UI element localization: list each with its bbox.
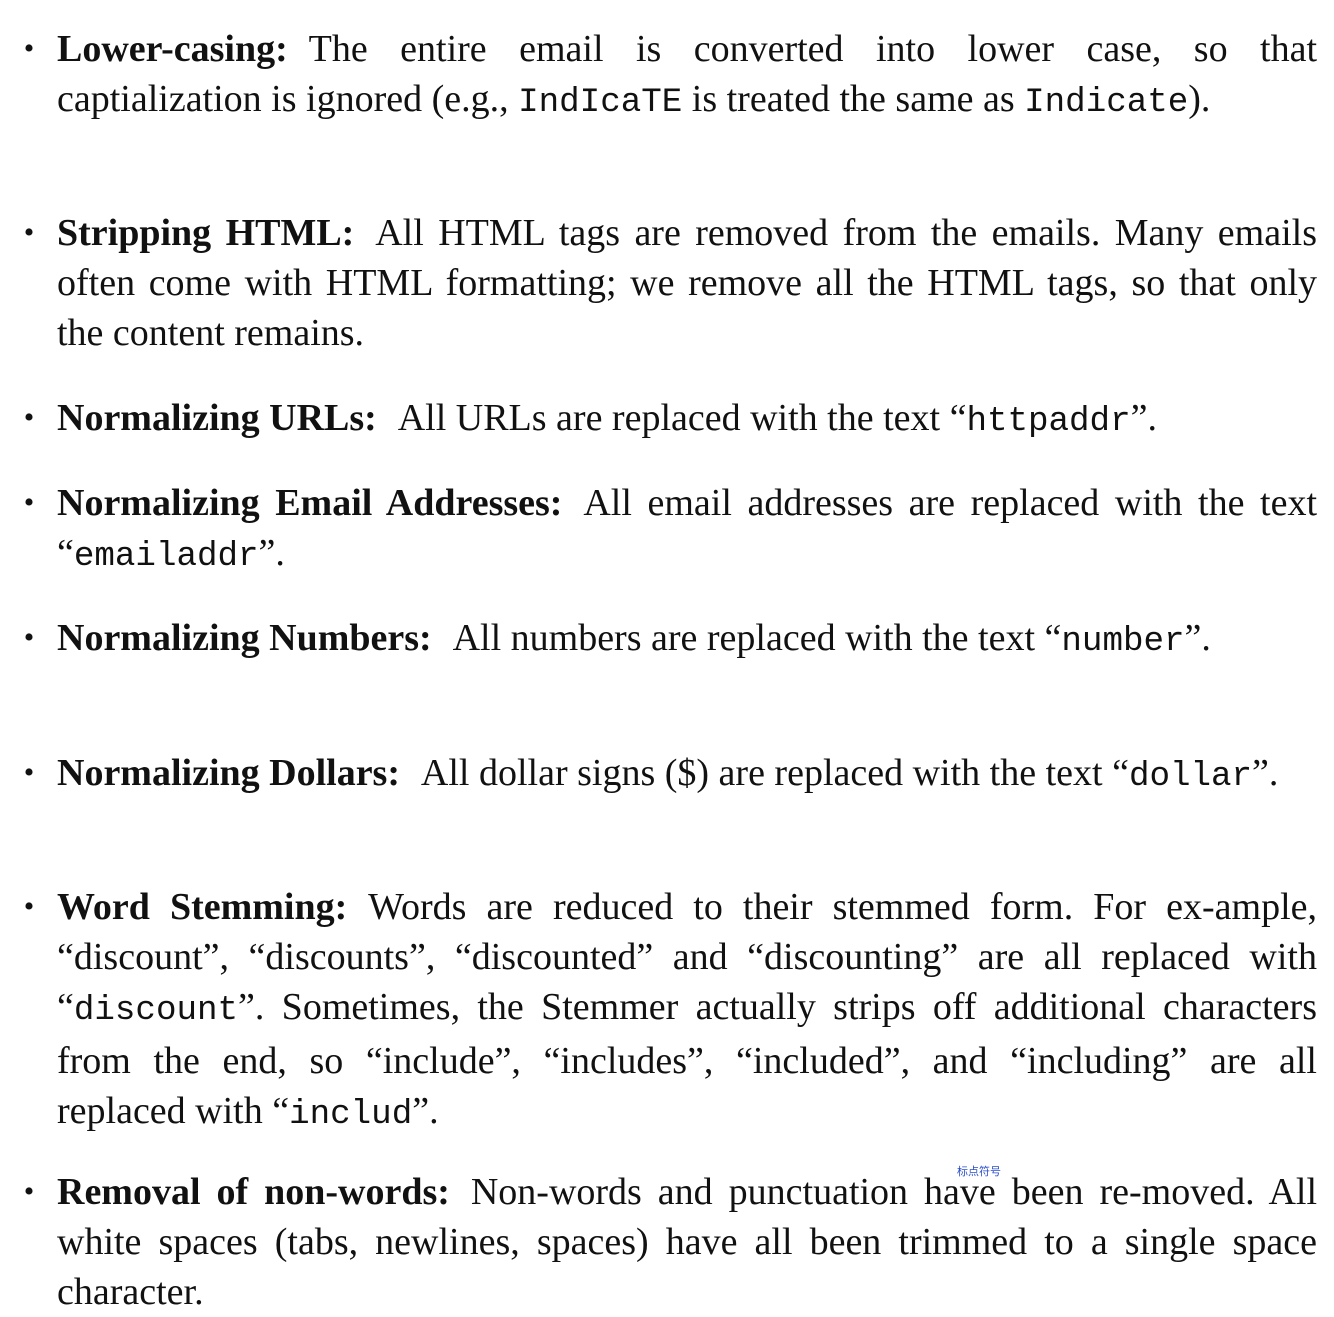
item-text: All email addresses are replaced with th… [57,482,1317,574]
item-text: All URLs are replaced with the text “ [397,397,967,439]
item-text: is treated the same as [682,78,1025,120]
code-term: emailaddr [73,538,259,576]
code-term: httpaddr [966,403,1131,441]
item-heading: Word Stemming: [57,886,348,928]
item-text: All HTML tags are removed from the email… [57,212,1317,354]
item-text: ”. [412,1090,439,1132]
bullet-icon [19,478,39,528]
code-term: discount [73,992,239,1030]
list-item-word-stemming: Word Stemming:Words are reduced to their… [57,882,1317,1140]
item-heading: Lower-casing: [57,28,288,70]
item-heading: Normalizing Numbers: [57,617,432,659]
item-heading: Normalizing Email Addresses: [57,482,563,524]
bullet-icon [19,882,39,932]
bullet-icon [19,208,39,258]
list-item-normalizing-urls: Normalizing URLs: All URLs are replaced w… [57,393,1317,447]
bullet-icon [19,393,39,443]
code-term: IndIcaTE [518,84,683,122]
code-term: number [1061,623,1185,661]
code-term: includ [289,1096,413,1134]
bullet-icon [19,24,39,74]
list-item-normalizing-email-addresses: Normalizing Email Addresses:All email ad… [57,478,1317,582]
item-text: ”. [1184,617,1211,659]
code-term: dollar [1128,758,1253,796]
item-text: All dollar signs ($) are replaced with t… [420,752,1129,794]
item-text: ”. Sometimes, the Stemmer actually strip… [57,986,1317,1132]
annotation-note: 标点符号 [957,1165,1001,1178]
list-item-removal-of-non-words: Removal of non-words:Non-words and punct… [57,1167,1317,1317]
item-text: ”. [1130,397,1157,439]
item-text: The entire email is converted into lower… [57,28,1317,120]
item-text: ”. [1252,752,1279,794]
item-heading: Removal of non-words: [57,1171,450,1213]
item-text: Non-words and punctuation have been re-m… [57,1171,1318,1313]
list-item-normalizing-dollars: Normalizing Dollars: All dollar signs ($)… [57,748,1317,802]
item-text: ). [1188,78,1211,120]
bullet-icon [19,613,39,663]
item-heading: Normalizing Dollars: [57,752,401,794]
code-term: Indicate [1024,84,1189,122]
list-item-stripping-html: Stripping HTML:All HTML tags are removed… [57,208,1317,358]
list-item-normalizing-numbers: Normalizing Numbers: All numbers are repl… [57,613,1317,667]
item-heading: Normalizing URLs: [57,397,377,439]
item-heading: Stripping HTML: [57,212,355,254]
bullet-icon [19,748,39,798]
item-text: ”. [258,532,285,574]
list-item-lower-casing: Lower-casing:The entire email is convert… [57,24,1317,128]
bullet-icon [19,1167,39,1217]
item-text: All numbers are replaced with the text “ [452,617,1062,659]
item-text: Words are reduced to their stemmed form.… [57,886,1317,1028]
